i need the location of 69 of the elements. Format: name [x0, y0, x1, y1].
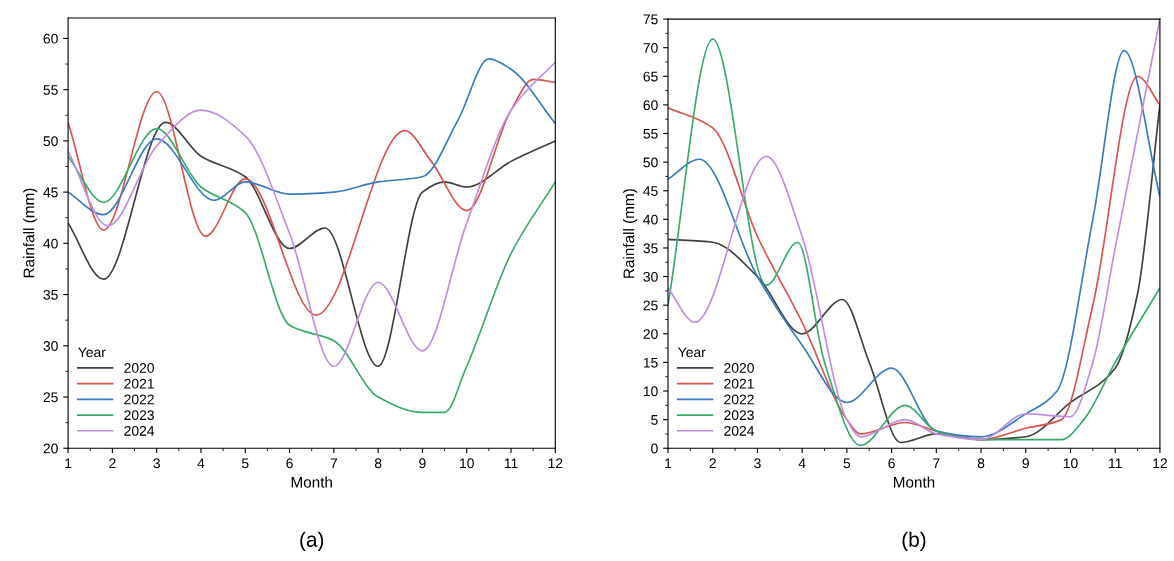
y-tick-label: 60 — [643, 100, 658, 111]
y-axis-title: Rainfall (mm) — [23, 188, 38, 278]
legend-title: Year — [678, 347, 706, 358]
x-tick-label: 3 — [153, 458, 160, 469]
x-tick-label: 8 — [374, 458, 382, 469]
legend-label: 2021 — [724, 378, 754, 389]
y-tick-label: 55 — [643, 129, 658, 139]
legend-label: 2020 — [124, 363, 154, 373]
x-tick-label: 9 — [1022, 458, 1029, 469]
x-tick-label: 3 — [754, 458, 761, 469]
x-tick-label: 4 — [197, 458, 205, 469]
line-series — [68, 78, 556, 316]
y-tick-label: 55 — [43, 85, 58, 95]
x-axis-title: Month — [291, 476, 332, 488]
y-tick-label: 20 — [43, 443, 58, 454]
legend-label: 2021 — [124, 378, 154, 389]
x-axis-title: Month — [893, 476, 935, 488]
y-tick-label: 60 — [43, 33, 58, 44]
y-tick-label: 45 — [643, 186, 658, 196]
y-tick-label: 30 — [643, 271, 658, 282]
x-tick-label: 11 — [504, 458, 518, 469]
y-tick-label: 25 — [643, 300, 658, 311]
x-tick-label: 12 — [548, 458, 563, 469]
legend-label: 2020 — [724, 363, 754, 373]
legend-label: 2022 — [724, 394, 754, 405]
legend-label: 2024 — [124, 425, 155, 436]
x-tick-label: 4 — [798, 458, 806, 469]
y-tick-label: 40 — [643, 214, 658, 225]
x-tick-label: 7 — [330, 458, 338, 469]
legend-label: 2023 — [124, 410, 154, 421]
y-tick-label: 45 — [43, 187, 58, 198]
x-tick-label: 10 — [1063, 458, 1078, 469]
y-tick-label: 20 — [643, 329, 658, 339]
x-tick-label: 2 — [709, 458, 716, 469]
text: (b) — [902, 531, 926, 552]
y-tick-label: 75 — [643, 14, 658, 25]
legend-label: 2022 — [124, 394, 154, 405]
legend-label: 2023 — [724, 410, 754, 421]
x-tick-label: 8 — [977, 458, 985, 469]
x-tick-label: 11 — [1109, 458, 1122, 469]
y-tick-label: 65 — [643, 71, 658, 82]
legend-title: Year — [78, 347, 106, 358]
y-tick-label: 25 — [43, 392, 58, 403]
x-tick-label: 9 — [419, 458, 426, 469]
y-tick-label: 50 — [643, 157, 658, 168]
y-tick-label: 35 — [643, 243, 658, 254]
y-axis-title: Rainfall (mm) — [623, 189, 638, 278]
y-tick-label: 50 — [43, 136, 58, 147]
legend-label: 2024 — [724, 425, 755, 436]
y-tick-label: 0 — [651, 443, 658, 454]
x-tick-label: 6 — [286, 458, 293, 469]
y-tick-label: 35 — [43, 289, 58, 300]
x-tick-label: 5 — [843, 458, 851, 469]
text: (a) — [300, 531, 324, 552]
y-tick-label: 5 — [651, 415, 658, 425]
y-tick-label: 10 — [643, 386, 658, 397]
y-tick-label: 30 — [43, 341, 58, 351]
x-tick-label: 2 — [109, 458, 116, 469]
x-tick-label: 12 — [1153, 458, 1167, 469]
x-tick-label: 6 — [888, 458, 895, 469]
x-tick-label: 5 — [241, 458, 249, 469]
x-tick-label: 7 — [933, 458, 940, 469]
y-tick-label: 15 — [643, 357, 658, 368]
y-tick-label: 70 — [643, 43, 658, 53]
line-series — [68, 58, 556, 216]
x-tick-label: 1 — [665, 458, 672, 469]
x-tick-label: 1 — [65, 458, 72, 469]
y-tick-label: 40 — [43, 238, 58, 249]
x-tick-label: 10 — [460, 458, 474, 469]
